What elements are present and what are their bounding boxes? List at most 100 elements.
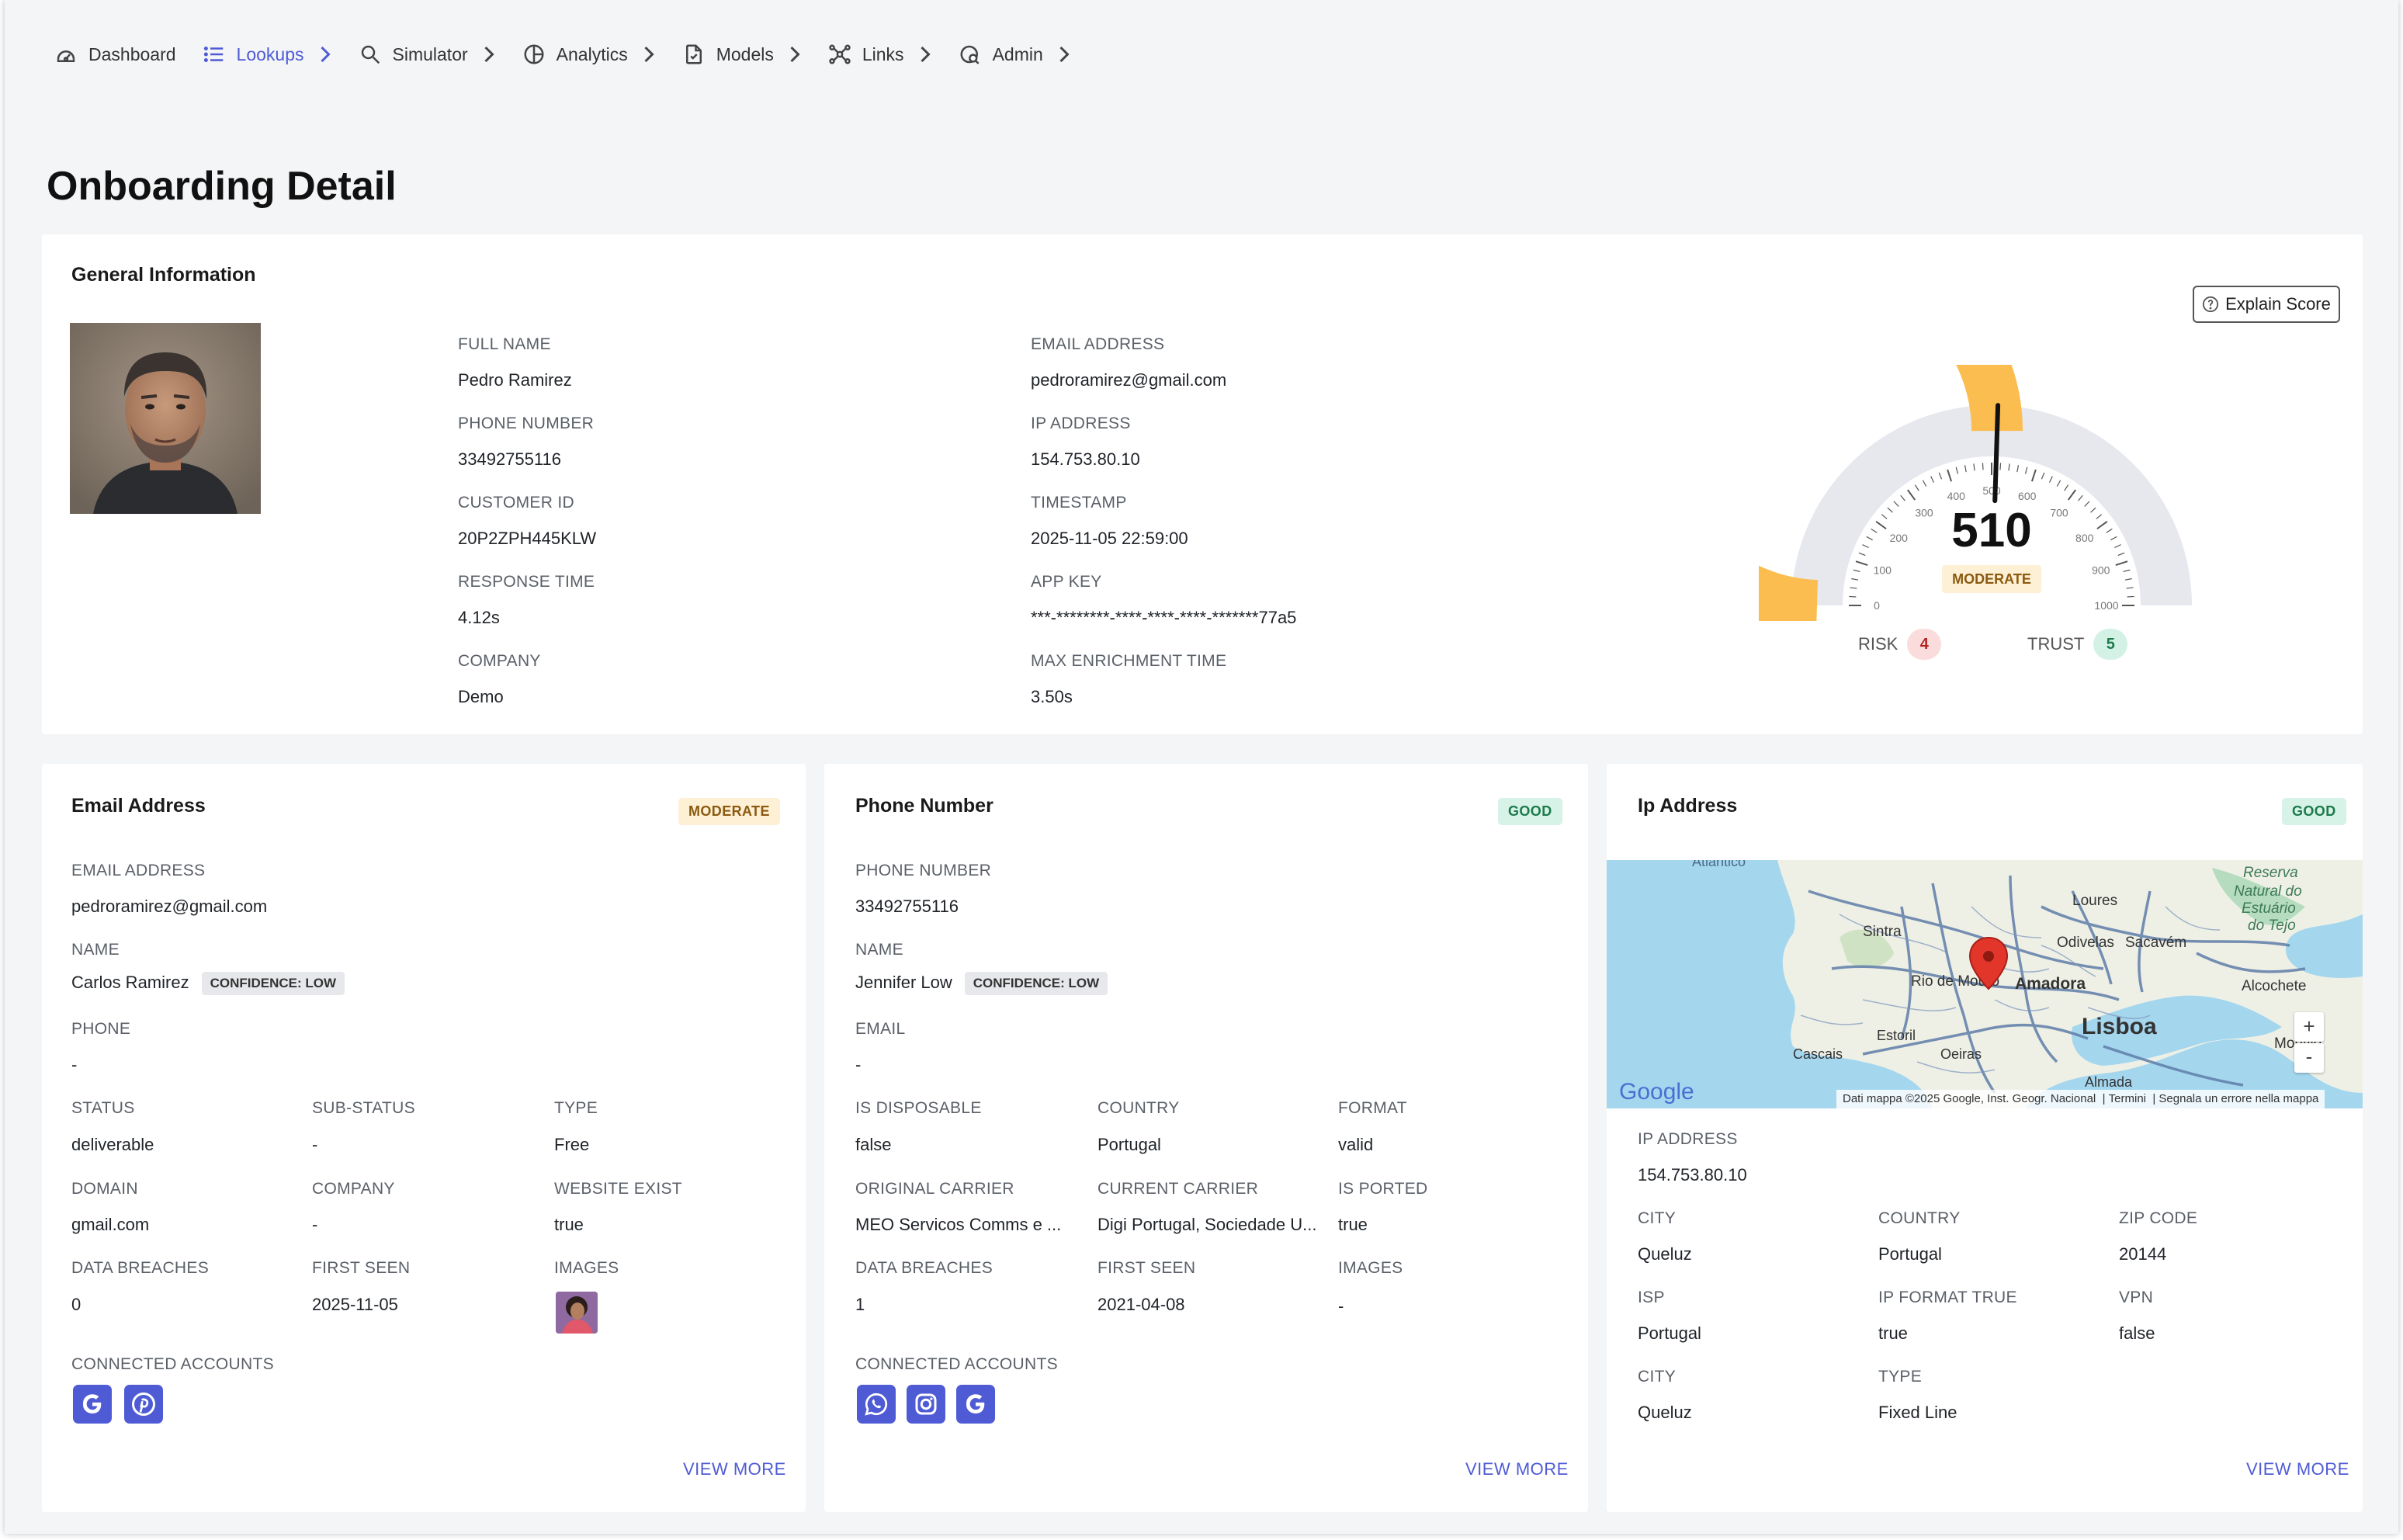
phone-accounts-label: CONNECTED ACCOUNTS — [855, 1355, 1058, 1373]
map-label-cascais: Cascais — [1793, 1046, 1843, 1062]
email-view-more-link[interactable]: VIEW MORE — [683, 1459, 786, 1479]
email-name-label: NAME — [71, 941, 120, 959]
gauge-tick-label: 400 — [1947, 490, 1966, 502]
email-status-label: STATUS — [71, 1099, 135, 1117]
general-info-title: General Information — [71, 264, 256, 286]
google-icon[interactable] — [73, 1385, 112, 1424]
map-zoom-in-button[interactable]: + — [2294, 1012, 2324, 1042]
nav-item-dashboard[interactable]: Dashboard — [54, 43, 176, 66]
gauge-tick — [2016, 465, 2020, 473]
phone-number-label: PHONE NUMBER — [458, 414, 595, 432]
gauge-tick-label: 700 — [2050, 506, 2068, 519]
gauge-tick — [1964, 465, 1967, 473]
gauge-tick — [1955, 467, 1959, 474]
phone-view-more-link[interactable]: VIEW MORE — [1465, 1459, 1569, 1479]
gauge-tick — [1866, 536, 1873, 541]
gauge-tick — [1851, 578, 1859, 581]
gauge-tick — [1858, 552, 1866, 557]
full-name-value: Pedro Ramirez — [458, 370, 572, 390]
gauge-tick — [2096, 521, 2108, 530]
gauge-ticks: 0 100 200 300 400 500 600 700 800 900 1000 — [1849, 463, 2134, 612]
timestamp-label: TIMESTAMP — [1031, 494, 1127, 512]
list-icon — [203, 47, 223, 62]
nav-item-lookups[interactable]: Lookups — [203, 43, 332, 66]
gauge-tick — [2110, 536, 2117, 541]
current-carrier-label: CURRENT CARRIER — [1097, 1180, 1259, 1198]
models-icon — [685, 44, 702, 64]
email-substatus-label: SUB-STATUS — [312, 1099, 415, 1117]
risk-count: 4 — [1907, 629, 1942, 660]
gauge-tick — [1947, 469, 1953, 482]
nav-item-links[interactable]: Links — [828, 43, 932, 66]
email-company-label: COMPANY — [312, 1180, 395, 1198]
phone-country-label: COUNTRY — [1097, 1099, 1180, 1117]
gauge-tick — [2024, 467, 2028, 474]
format-value: valid — [1338, 1135, 1374, 1154]
max-enrichment-value: 3.50s — [1031, 687, 1073, 706]
analytics-icon — [524, 44, 544, 64]
ip-zip-label: ZIP CODE — [2119, 1209, 2198, 1227]
email-image-thumbnail[interactable] — [556, 1292, 598, 1334]
ip-view-more-link[interactable]: VIEW MORE — [2246, 1459, 2349, 1479]
map-labels: Atlântico Sintra Loures Odivelas Sacavém… — [1692, 860, 2322, 1090]
gauge-tick — [1862, 544, 1869, 549]
email-images-label: IMAGES — [554, 1259, 619, 1277]
risk-indicator: RISK 4 — [1858, 629, 1942, 660]
phone-breaches-value: 1 — [855, 1295, 865, 1314]
map-terms-link[interactable]: Termini — [2108, 1092, 2146, 1105]
dashboard-icon — [57, 50, 75, 62]
google-icon[interactable] — [956, 1385, 995, 1424]
email-breaches-value: 0 — [71, 1295, 81, 1314]
gauge-tick — [2056, 480, 2061, 487]
whatsapp-icon[interactable] — [857, 1385, 896, 1424]
email-breaches-label: DATA BREACHES — [71, 1259, 209, 1277]
nav-item-analytics[interactable]: Analytics — [522, 43, 656, 66]
location-map[interactable]: Atlântico Sintra Loures Odivelas Sacavém… — [1607, 860, 2363, 1108]
gauge-status-badge: MODERATE — [1942, 565, 2041, 593]
map-label-alcochete: Alcochete — [2242, 978, 2306, 994]
top-nav: Dashboard Lookups Simulator Analytics Mo… — [54, 31, 1097, 78]
map-report-link[interactable]: Segnala un errore nella mappa — [2159, 1092, 2319, 1105]
google-glyph — [83, 1394, 102, 1413]
email-card-title: Email Address — [71, 795, 206, 817]
trust-indicator: TRUST 5 — [2027, 629, 2128, 660]
gauge-tick — [2030, 469, 2037, 482]
instagram-glyph — [915, 1393, 937, 1415]
gauge-tick — [1938, 472, 1943, 480]
nav-item-models[interactable]: Models — [682, 43, 802, 66]
phone-first-seen-value: 2021-04-08 — [1097, 1295, 1185, 1314]
confidence-badge: CONFIDENCE: LOW — [964, 972, 1108, 995]
phone-number-value-2: 33492755116 — [855, 897, 959, 916]
nav-item-admin[interactable]: Admin — [959, 43, 1071, 66]
gauge-tick — [2078, 494, 2083, 501]
email-type-value: Free — [554, 1135, 590, 1154]
ip-vpn-value: false — [2119, 1323, 2155, 1343]
pinterest-icon[interactable] — [124, 1385, 163, 1424]
customer-id-value: 20P2ZPH445KLW — [458, 529, 597, 548]
nav-item-simulator[interactable]: Simulator — [359, 43, 496, 66]
map-label-estuario: Estuário — [2242, 900, 2296, 917]
chevron-right-icon — [921, 46, 931, 63]
map-attribution: Dati mappa ©2025 Google, Inst. Geogr. Na… — [1843, 1092, 2096, 1105]
gauge-score: 510 — [1951, 504, 2032, 557]
gauge-tick-label: 1000 — [2094, 599, 2118, 612]
gauge-tick — [1881, 514, 1888, 519]
chevron-right-icon — [320, 46, 331, 63]
google-logo: Google — [1619, 1079, 1694, 1105]
map-label-tejo: do Tejo — [2248, 917, 2296, 934]
map-label-estoril: Estoril — [1877, 1028, 1916, 1043]
app-window: Dashboard Lookups Simulator Analytics Mo… — [5, 0, 2398, 1534]
email-phone-label: PHONE — [71, 1020, 131, 1038]
map-zoom-out-button[interactable]: - — [2294, 1043, 2324, 1073]
help-circle-icon — [2203, 296, 2219, 313]
pinterest-glyph — [132, 1393, 155, 1416]
ip-format-value: true — [1878, 1323, 1908, 1343]
gauge-tick — [1887, 507, 1893, 513]
format-label: FORMAT — [1338, 1099, 1407, 1117]
gauge-tick — [1907, 489, 1916, 501]
map-label-sintra: Sintra — [1863, 924, 1902, 940]
explain-score-button[interactable]: Explain Score — [2193, 286, 2340, 323]
instagram-icon[interactable] — [907, 1385, 945, 1424]
phone-email-label: EMAIL — [855, 1020, 906, 1038]
is-ported-label: IS PORTED — [1338, 1180, 1428, 1198]
